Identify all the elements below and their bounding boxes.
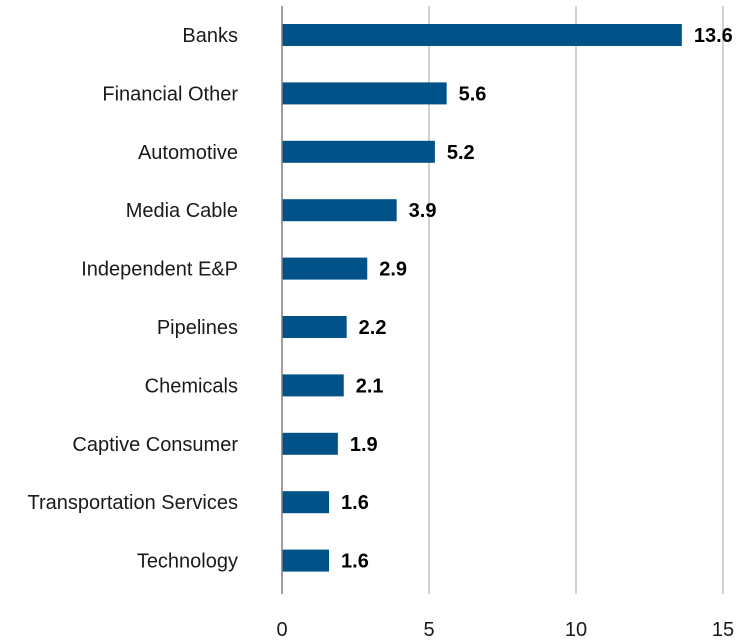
value-labels: 13.6 5.6 5.2 3.9 2.9 2.2 2.1 1.9 1.6 1.6 — [341, 25, 733, 573]
category-label: Captive Consumer — [72, 434, 238, 456]
bar — [282, 140, 435, 163]
x-tick-label: 5 — [423, 619, 434, 640]
category-label: Automotive — [138, 142, 238, 164]
category-label: Transportation Services — [28, 492, 238, 514]
value-label: 1.6 — [341, 492, 369, 514]
category-label: Chemicals — [145, 375, 238, 397]
value-label: 3.9 — [409, 200, 437, 222]
category-label: Independent E&P — [81, 259, 238, 281]
x-axis-tick-labels: 0 5 10 15 — [276, 619, 734, 640]
bar — [282, 199, 397, 222]
bar — [282, 432, 338, 455]
value-label: 5.2 — [447, 142, 475, 164]
bar — [282, 374, 344, 397]
bar — [282, 24, 682, 46]
value-label: 2.9 — [379, 259, 407, 281]
bar — [282, 257, 368, 280]
x-tick-label: 0 — [276, 619, 287, 640]
category-label: Pipelines — [157, 317, 238, 339]
bar — [282, 316, 347, 338]
value-label: 5.6 — [459, 83, 487, 105]
category-label: Technology — [137, 551, 238, 573]
value-label: 2.2 — [359, 317, 387, 339]
value-label: 1.6 — [341, 551, 369, 573]
category-label: Media Cable — [126, 200, 238, 222]
bar — [282, 549, 330, 572]
x-tick-label: 15 — [712, 619, 734, 640]
bar — [282, 82, 447, 105]
bars — [282, 24, 682, 572]
bar — [282, 491, 330, 514]
category-label: Banks — [182, 25, 238, 47]
value-label: 2.1 — [356, 375, 384, 397]
category-label: Financial Other — [102, 83, 238, 105]
value-label: 13.6 — [694, 25, 733, 47]
category-labels: Banks Financial Other Automotive Media Cabl… — [28, 25, 239, 573]
x-tick-label: 10 — [565, 619, 587, 640]
value-label: 1.9 — [350, 434, 378, 456]
